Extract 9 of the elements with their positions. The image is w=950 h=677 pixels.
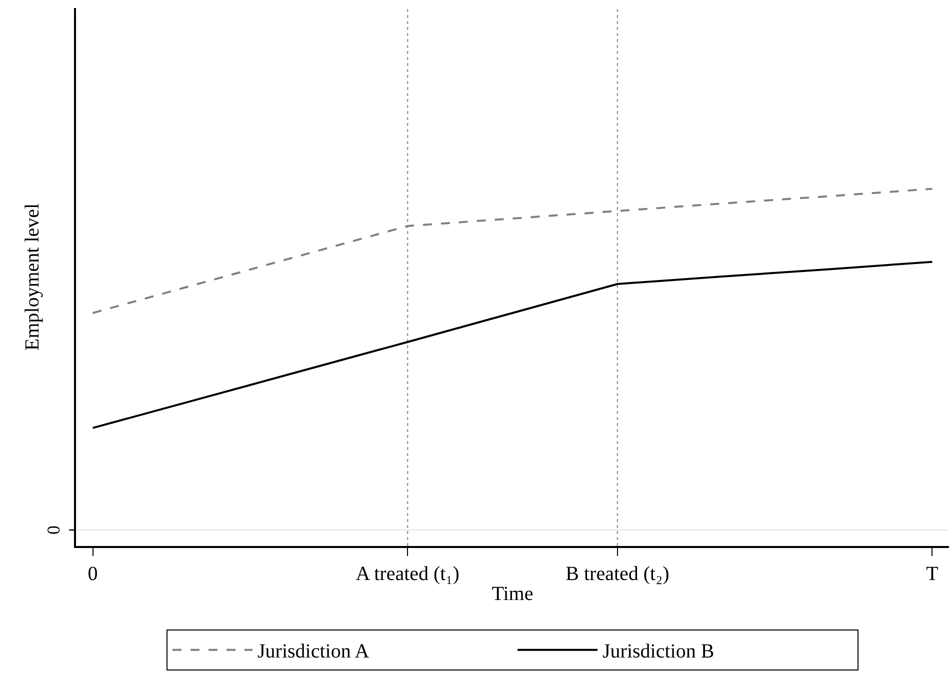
x-tick-label: 0 (88, 562, 98, 585)
legend-label: Jurisdiction B (602, 640, 714, 663)
x-axis-title: Time (492, 582, 534, 605)
ref-line-label: 0 (44, 525, 64, 534)
y-axis-title: Employment level (21, 202, 44, 351)
x-tick-label: A treated (t₁) (356, 562, 460, 585)
legend-label: Jurisdiction A (258, 640, 370, 663)
x-tick-label: B treated (t₂) (566, 562, 670, 585)
x-tick-label: T (926, 562, 938, 585)
